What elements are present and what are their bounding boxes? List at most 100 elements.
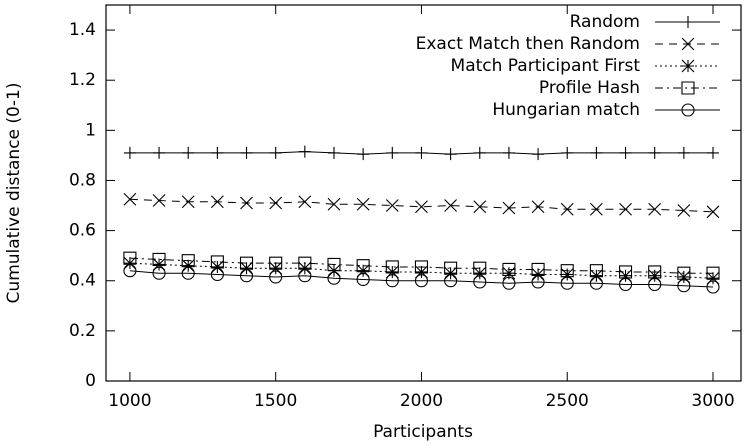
data-point bbox=[152, 194, 166, 207]
data-point bbox=[415, 146, 428, 159]
data-point bbox=[123, 256, 137, 270]
data-point bbox=[677, 270, 691, 284]
data-point bbox=[357, 148, 370, 161]
data-point bbox=[473, 200, 487, 214]
data-point bbox=[589, 264, 603, 278]
data-point bbox=[356, 197, 370, 211]
data-point bbox=[356, 259, 370, 273]
data-point bbox=[327, 197, 341, 211]
data-point bbox=[648, 277, 662, 292]
legend-marker bbox=[681, 103, 695, 117]
data-point bbox=[444, 266, 458, 280]
data-point bbox=[210, 267, 224, 282]
data-point bbox=[123, 251, 137, 265]
y-tick-label: 0.2 bbox=[69, 321, 96, 341]
data-point bbox=[298, 261, 312, 275]
data-point bbox=[123, 192, 137, 206]
data-point bbox=[269, 146, 282, 159]
x-tick-label: 2500 bbox=[546, 391, 589, 411]
data-point bbox=[298, 195, 312, 209]
data-point bbox=[589, 276, 603, 290]
data-point bbox=[152, 258, 166, 271]
legend-label: Profile Hash bbox=[539, 78, 640, 98]
data-point bbox=[648, 265, 662, 279]
plot-frame bbox=[105, 4, 742, 382]
data-point bbox=[385, 265, 399, 279]
y-tick-label: 0.4 bbox=[69, 271, 96, 291]
data-point bbox=[706, 205, 720, 219]
data-point bbox=[706, 266, 720, 280]
data-point bbox=[239, 256, 254, 270]
data-point bbox=[181, 195, 195, 209]
data-point bbox=[240, 146, 253, 159]
data-point bbox=[210, 255, 224, 269]
data-point bbox=[298, 145, 311, 158]
data-point bbox=[502, 262, 516, 277]
data-point bbox=[502, 201, 516, 215]
data-point bbox=[153, 146, 166, 159]
data-point bbox=[386, 146, 399, 159]
data-point bbox=[473, 146, 486, 159]
data-point bbox=[298, 256, 312, 270]
data-point bbox=[619, 202, 632, 216]
data-point bbox=[269, 270, 283, 284]
data-point bbox=[444, 261, 458, 275]
data-point bbox=[269, 196, 283, 210]
data-point bbox=[560, 276, 574, 290]
data-point bbox=[531, 275, 545, 289]
series-line bbox=[129, 257, 714, 274]
data-point bbox=[677, 204, 691, 217]
data-point bbox=[677, 266, 691, 280]
legend-label: Random bbox=[570, 12, 640, 32]
data-point bbox=[648, 202, 662, 216]
data-point bbox=[531, 268, 545, 281]
legend-marker bbox=[681, 59, 695, 73]
data-point bbox=[619, 146, 632, 159]
data-point bbox=[531, 200, 545, 214]
legend-label: Hungarian match bbox=[492, 100, 640, 120]
data-point bbox=[356, 264, 370, 278]
data-point bbox=[152, 266, 166, 280]
data-point bbox=[239, 269, 254, 283]
data-point bbox=[706, 271, 720, 285]
x-tick-label: 1000 bbox=[108, 391, 151, 411]
data-point bbox=[444, 148, 457, 161]
data-point bbox=[415, 265, 428, 279]
x-tick-label: 3000 bbox=[691, 391, 734, 411]
series-line bbox=[129, 270, 714, 288]
y-tick-label: 1.4 bbox=[69, 20, 96, 40]
legend-label: Exact Match then Random bbox=[416, 34, 640, 54]
data-point bbox=[473, 266, 487, 280]
data-point bbox=[327, 257, 341, 271]
data-point bbox=[706, 280, 720, 294]
data-point bbox=[590, 146, 603, 159]
y-axis-label: Cumulative distance (0-1) bbox=[4, 83, 24, 304]
data-point bbox=[648, 146, 661, 159]
data-point bbox=[298, 269, 312, 283]
data-point bbox=[444, 274, 458, 288]
data-point bbox=[531, 262, 545, 277]
data-point bbox=[560, 202, 574, 216]
legend-marker bbox=[682, 16, 694, 28]
legend-label: Match Participant First bbox=[451, 56, 641, 76]
data-point bbox=[181, 259, 195, 273]
data-point bbox=[210, 195, 224, 209]
data-point bbox=[677, 146, 690, 159]
data-point bbox=[590, 202, 603, 216]
data-point bbox=[181, 266, 195, 280]
data-point bbox=[269, 256, 283, 270]
data-point bbox=[356, 272, 370, 287]
data-point bbox=[414, 274, 429, 288]
data-point bbox=[473, 261, 487, 275]
data-point bbox=[502, 146, 515, 159]
y-tick-label: 0.6 bbox=[69, 221, 96, 241]
data-point bbox=[707, 146, 720, 159]
data-point bbox=[560, 264, 574, 278]
data-point bbox=[269, 261, 283, 275]
data-point bbox=[327, 271, 341, 285]
data-point bbox=[648, 269, 662, 283]
y-tick-label: 0.8 bbox=[69, 170, 96, 190]
data-point bbox=[619, 269, 632, 283]
data-point bbox=[181, 254, 195, 268]
data-point bbox=[561, 146, 574, 159]
